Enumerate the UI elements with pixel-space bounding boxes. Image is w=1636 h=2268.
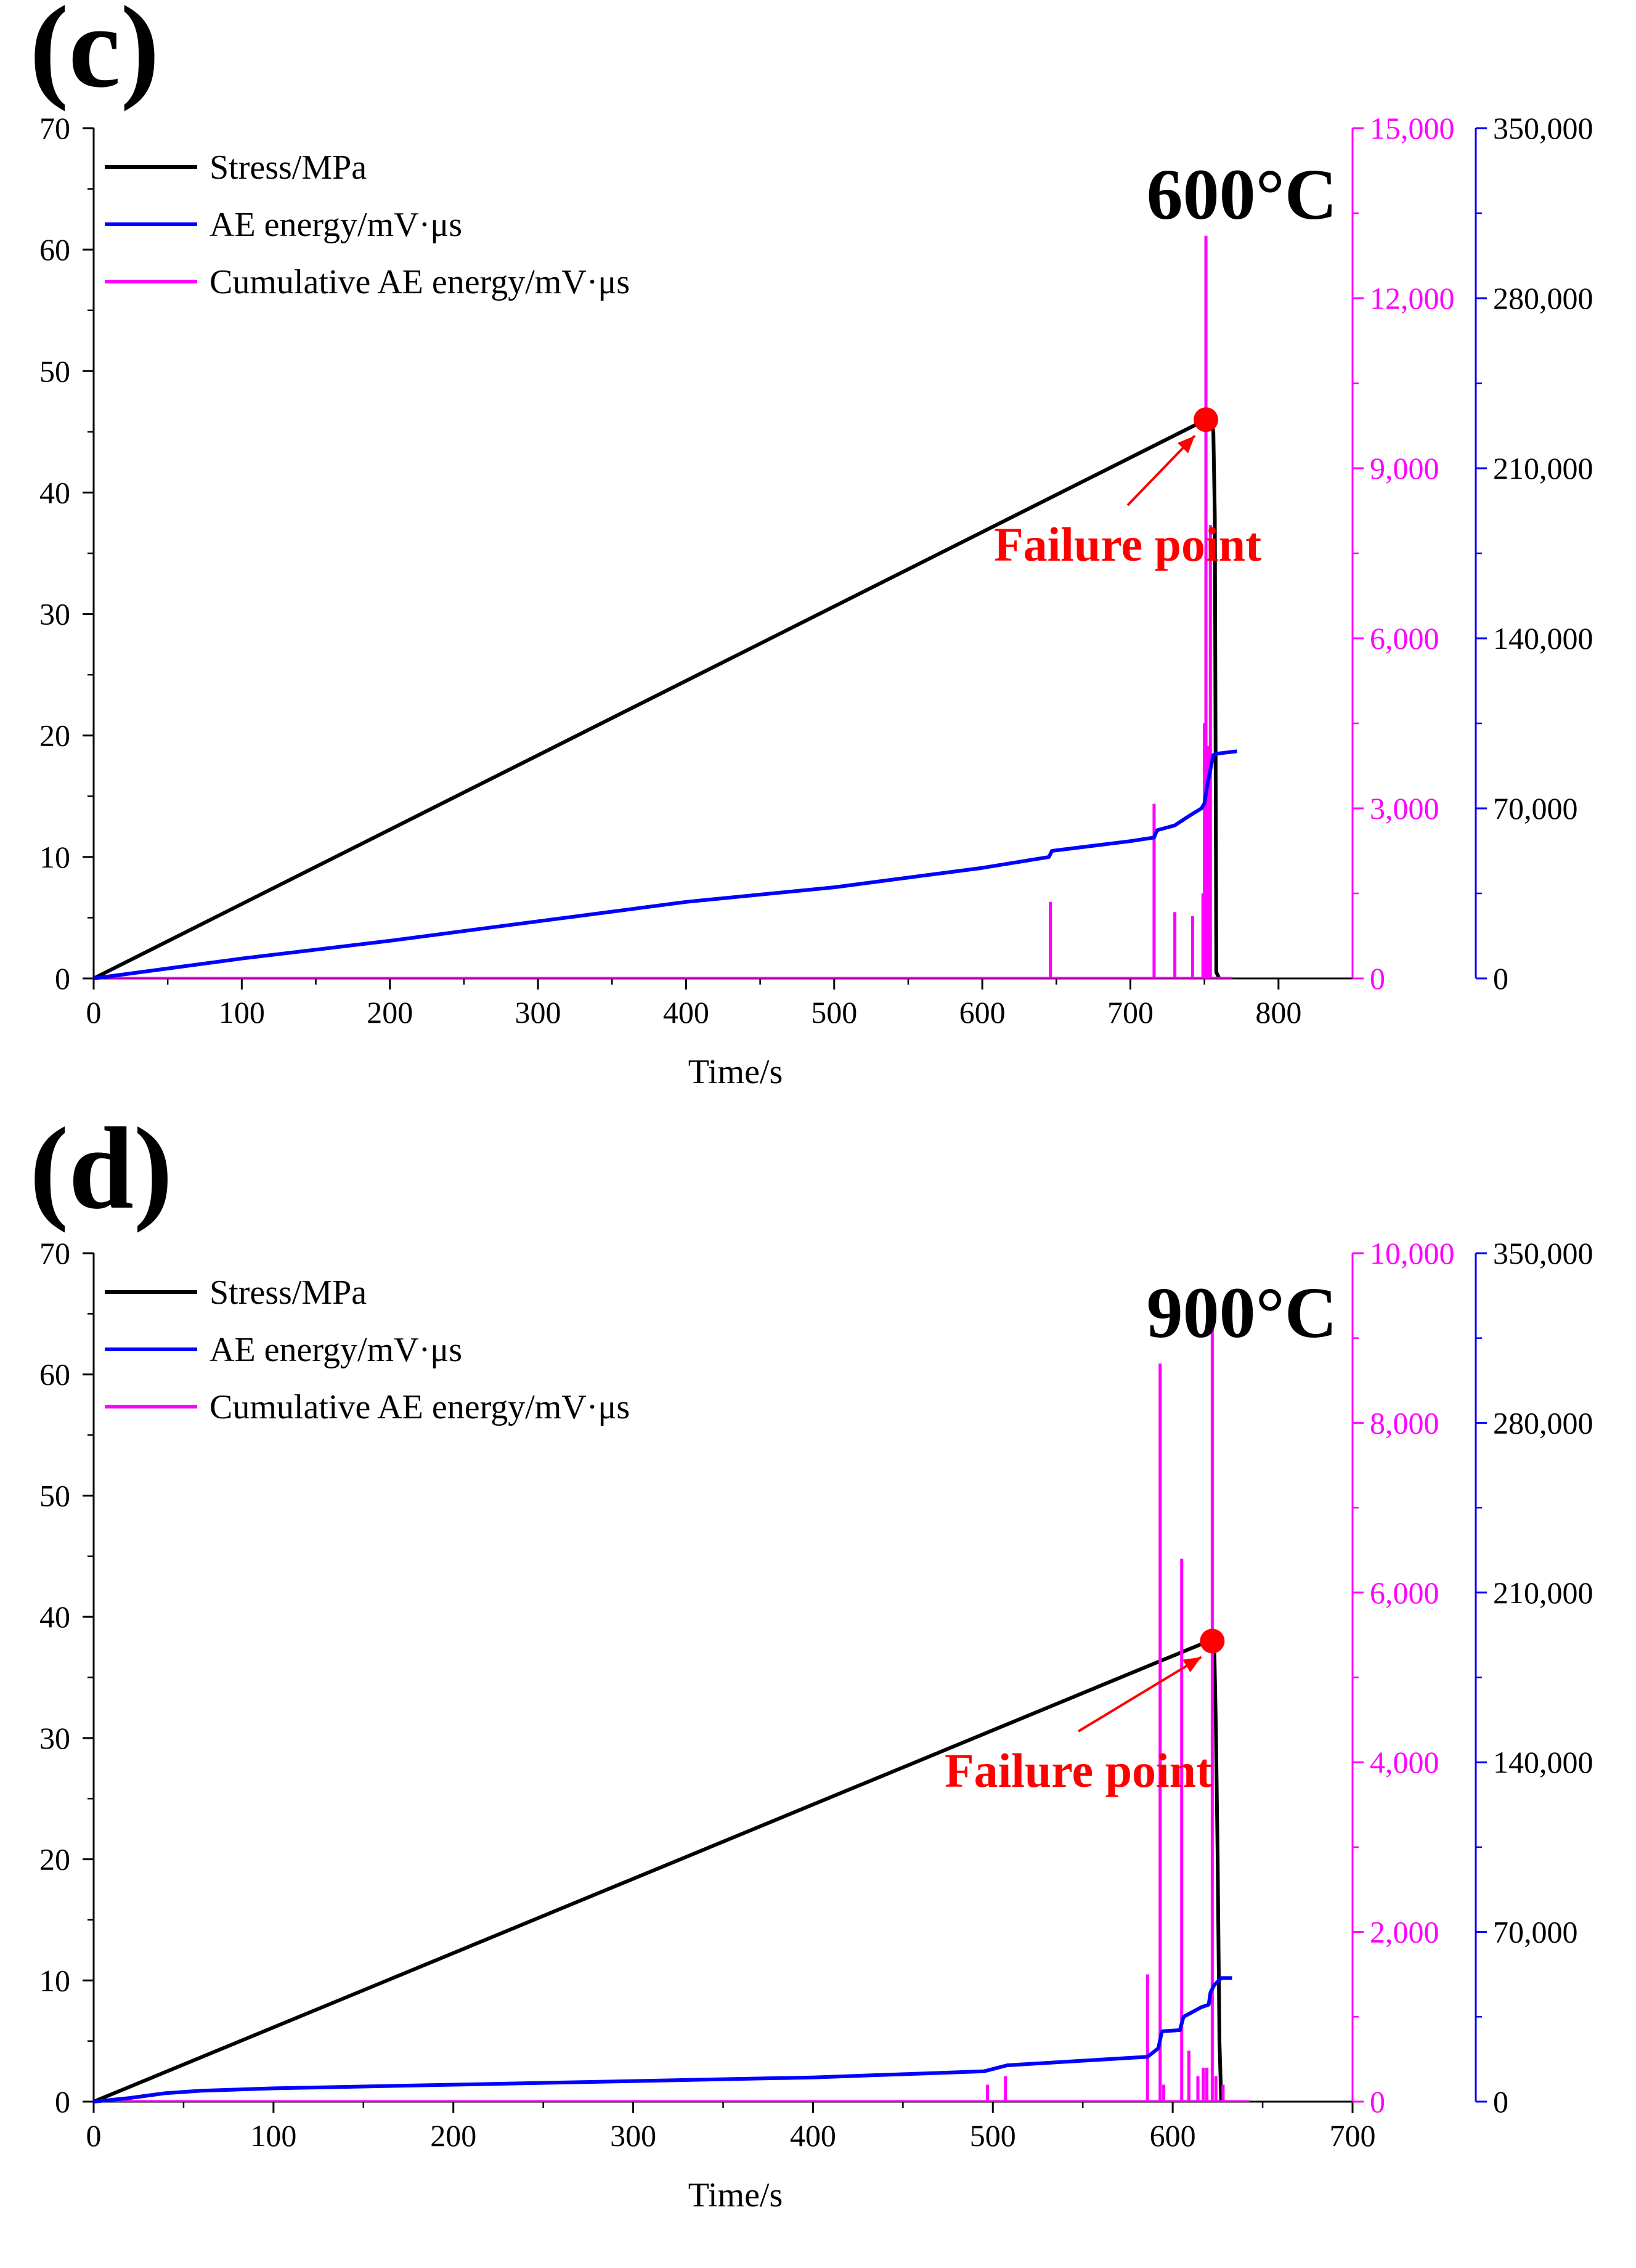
temperature-label: 600°C — [1147, 154, 1337, 235]
panel-label: (d) — [30, 1104, 173, 1234]
y-left-tick-label: 0 — [55, 2084, 70, 2119]
x-tick-label: 600 — [959, 995, 1006, 1030]
y-magenta-tick-label: 12,000 — [1370, 281, 1455, 315]
y-left-tick-label: 70 — [39, 1236, 70, 1270]
y-left-tick-label: 40 — [39, 1599, 70, 1634]
y-magenta-tick-label: 0 — [1370, 2084, 1385, 2119]
y-blue-tick-label: 140,000 — [1493, 1745, 1593, 1779]
y-left-tick-label: 10 — [39, 1963, 70, 1998]
x-tick-label: 100 — [219, 995, 265, 1030]
x-tick-label: 800 — [1255, 995, 1301, 1030]
failure-point-marker — [1200, 1628, 1225, 1654]
x-tick-label: 100 — [250, 2118, 296, 2153]
y-magenta-tick-label: 3,000 — [1370, 791, 1439, 826]
y-left-tick-label: 70 — [39, 111, 70, 145]
legend-label: Cumulative AE energy/mV·μs — [210, 263, 630, 301]
x-tick-label: 0 — [86, 2118, 102, 2153]
failure-point-marker — [1194, 407, 1219, 433]
series-ae-energy-line — [93, 1976, 1232, 2103]
y-magenta-tick-label: 0 — [1370, 961, 1385, 996]
y-blue-tick-label: 0 — [1493, 961, 1508, 996]
failure-arrow-head — [1182, 1657, 1202, 1673]
y-left-tick-label: 50 — [39, 1478, 70, 1513]
x-tick-label: 600 — [1150, 2118, 1196, 2153]
y-blue-tick-label: 70,000 — [1493, 791, 1578, 826]
y-left-tick-label: 0 — [55, 961, 70, 996]
y-magenta-tick-label: 6,000 — [1370, 621, 1439, 656]
y-magenta-tick-label: 2,000 — [1370, 1915, 1439, 1949]
x-tick-label: 700 — [1107, 995, 1154, 1030]
y-left-tick-label: 30 — [39, 1721, 70, 1755]
x-axis-title: Time/s — [688, 2176, 783, 2214]
series-stress-line — [92, 1635, 1223, 2103]
y-blue-tick-label: 0 — [1493, 2084, 1508, 2119]
y-magenta-tick-label: 8,000 — [1370, 1405, 1439, 1440]
series-ae-energy-line — [93, 749, 1237, 980]
y-left-tick-label: 10 — [39, 840, 70, 874]
y-left-tick-label: 20 — [39, 718, 70, 753]
y-blue-tick-label: 70,000 — [1493, 1915, 1578, 1949]
failure-point-label: Failure point — [994, 518, 1261, 571]
y-magenta-tick-label: 4,000 — [1370, 1745, 1439, 1779]
y-magenta-tick-label: 15,000 — [1370, 111, 1455, 145]
x-tick-label: 300 — [610, 2118, 656, 2153]
y-magenta-tick-label: 10,000 — [1370, 1236, 1455, 1270]
y-blue-tick-label: 280,000 — [1493, 1405, 1593, 1440]
y-blue-tick-label: 350,000 — [1493, 1236, 1593, 1270]
failure-point-label: Failure point — [945, 1744, 1212, 1797]
temperature-label: 900°C — [1147, 1272, 1337, 1353]
y-blue-tick-label: 280,000 — [1493, 281, 1593, 315]
y-blue-tick-label: 210,000 — [1493, 451, 1593, 486]
y-left-tick-label: 40 — [39, 475, 70, 510]
x-tick-label: 700 — [1330, 2118, 1376, 2153]
failure-arrow-shaft — [1077, 1656, 1202, 1733]
x-tick-label: 500 — [970, 2118, 1016, 2153]
y-blue-tick-label: 140,000 — [1493, 621, 1593, 656]
x-axis-title: Time/s — [688, 1053, 783, 1091]
y-blue-tick-label: 210,000 — [1493, 1575, 1593, 1610]
y-blue-tick-label: 350,000 — [1493, 111, 1593, 145]
legend-label: AE energy/mV·μs — [210, 206, 462, 244]
legend-label: AE energy/mV·μs — [210, 1331, 462, 1369]
y-left-tick-label: 30 — [39, 597, 70, 632]
failure-arrow-head — [1177, 436, 1195, 453]
x-tick-label: 300 — [515, 995, 561, 1030]
y-left-tick-label: 20 — [39, 1842, 70, 1877]
y-left-tick-label: 60 — [39, 232, 70, 267]
y-magenta-tick-label: 9,000 — [1370, 451, 1439, 486]
x-tick-label: 400 — [663, 995, 709, 1030]
x-tick-label: 400 — [790, 2118, 836, 2153]
x-tick-label: 500 — [811, 995, 857, 1030]
legend-label: Cumulative AE energy/mV·μs — [210, 1388, 630, 1426]
chart-panel-d: (d)0 100 200 300 400 500 600 700Time/s010203040… — [30, 1104, 1593, 2214]
legend-label: Stress/MPa — [210, 1274, 367, 1312]
panel-label: (c) — [30, 0, 160, 112]
x-tick-label: 200 — [367, 995, 413, 1030]
legend-label: Stress/MPa — [210, 148, 367, 187]
x-tick-label: 200 — [430, 2118, 476, 2153]
x-tick-label: 0 — [86, 995, 102, 1030]
series-stress-line — [92, 412, 1221, 980]
y-left-tick-label: 60 — [39, 1357, 70, 1392]
chart-panel-c: (c)0 100 200 300 400 500 600 700 800Time/s010203… — [30, 0, 1593, 1091]
y-magenta-tick-label: 6,000 — [1370, 1575, 1439, 1610]
y-left-tick-label: 50 — [39, 354, 70, 388]
